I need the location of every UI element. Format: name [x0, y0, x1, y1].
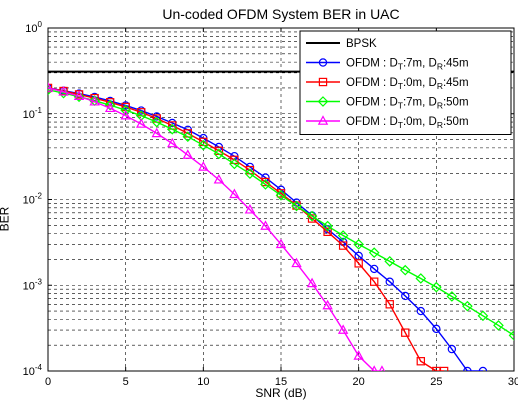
y-tick-label: 10-2 [23, 192, 43, 207]
series-4-point [337, 230, 349, 241]
series-5-point [135, 118, 147, 128]
series-5-point [378, 365, 386, 371]
series-5-point [353, 350, 364, 360]
series-3-point [385, 300, 394, 309]
x-tick-label: 25 [430, 376, 442, 388]
legend-label: BPSK [346, 38, 377, 50]
series-5-point [104, 102, 116, 113]
y-tick-label: 10-3 [23, 277, 43, 292]
series-3-line [48, 87, 445, 371]
series-4-point [182, 131, 194, 143]
series-5-point [337, 324, 349, 334]
series-2-point [432, 324, 441, 334]
series-4-point [104, 99, 116, 111]
series-2-point [370, 264, 379, 274]
series-5-point [322, 299, 333, 310]
series-3-point [370, 277, 379, 286]
legend-label: OFDM : DT:7m, DR:50m [346, 97, 469, 111]
series-2-point [478, 366, 488, 371]
series-5-point [73, 90, 85, 101]
series-3-point [401, 328, 410, 337]
y-tick-label: 10-4 [23, 363, 43, 378]
series-4-point [446, 291, 458, 302]
series-4-point [151, 116, 163, 128]
series-4-point [353, 238, 365, 250]
series-3-point [105, 98, 115, 107]
series-4-point [368, 247, 380, 258]
series-5-point [151, 127, 162, 138]
series-5 [48, 82, 386, 371]
x-tick-label: 5 [123, 376, 129, 388]
series-3-point [439, 366, 449, 371]
series-4-point [166, 123, 178, 135]
series-2-line [48, 87, 483, 371]
x-tick-label: 15 [275, 376, 287, 388]
series-2-point [463, 366, 472, 371]
x-tick-label: 30 [508, 376, 518, 388]
series-5-point [371, 365, 378, 371]
series-5-point [291, 257, 302, 268]
legend-swatch-marker [317, 96, 329, 107]
chart-title: Un-coded OFDM System BER in UAC [162, 6, 400, 22]
series-5-point [182, 149, 194, 159]
series-4-point [399, 264, 411, 276]
series-4-point [260, 179, 271, 190]
series-4-point [462, 300, 473, 312]
series-3-point [354, 259, 363, 268]
series-4-point [229, 158, 240, 170]
series-5-point [213, 173, 225, 184]
series-4-point [306, 210, 318, 222]
series-4-point [384, 255, 396, 267]
series-4-point [493, 320, 504, 331]
series-5-point [58, 86, 69, 96]
series-4-point [120, 104, 132, 116]
legend-label: OFDM : DT:7m, DR:45m [346, 58, 469, 72]
series-2-point [416, 306, 425, 316]
series-4-point [430, 281, 442, 293]
series-5-point [89, 96, 100, 106]
y-tick-label: 100 [25, 20, 42, 35]
series-5-line [48, 87, 382, 371]
series-5-point [120, 109, 131, 120]
series-5-point [229, 188, 240, 199]
series-5-point [275, 238, 287, 249]
legend-swatch-marker [318, 77, 328, 87]
series-4-point [213, 148, 225, 160]
series-2-point [447, 344, 457, 354]
series-4-point [508, 330, 514, 341]
legend-label: OFDM : DT:0m, DR:45m [346, 77, 469, 91]
series-5-point [167, 137, 178, 148]
series-5-point [48, 82, 54, 92]
series-2-point [401, 291, 410, 301]
series-3-point [323, 227, 332, 237]
series-4-point [244, 168, 256, 180]
series-2-point [385, 277, 394, 286]
series-3-point [338, 241, 348, 250]
x-tick-label: 10 [197, 376, 209, 388]
series-4-point [322, 220, 333, 232]
legend-label: OFDM : DT:0m, DR:50m [346, 116, 469, 130]
y-tick-label: 10-1 [23, 106, 43, 121]
x-tick-label: 20 [353, 376, 365, 388]
series-4-point [291, 200, 302, 212]
series-5-point [198, 161, 209, 171]
legend-swatch-marker [318, 58, 328, 67]
series-4-point [415, 273, 427, 284]
legend-swatch-marker [317, 115, 329, 125]
x-tick-label: 0 [45, 376, 51, 388]
series-5-point [306, 277, 318, 288]
series-3-point [416, 357, 426, 366]
series-4-point [275, 189, 287, 201]
x-axis-label: SNR (dB) [255, 386, 307, 400]
legend-box [299, 30, 512, 135]
series-4-point [197, 139, 209, 151]
series-4-point [477, 310, 489, 322]
series-5-point [244, 203, 256, 214]
series-5-point [260, 220, 271, 230]
